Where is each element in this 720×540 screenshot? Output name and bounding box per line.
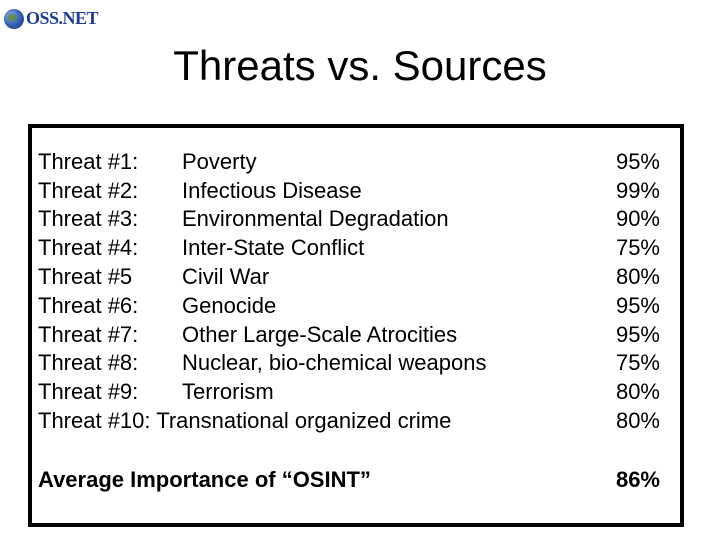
threat-percent: 75% [615, 235, 660, 260]
average-row: Average Importance of “OSINT” 86% [38, 465, 668, 494]
threat-name: Environmental Degradation [182, 206, 449, 231]
threat-row: Threat #6: Genocide 95% [38, 291, 668, 320]
threat-name: Inter-State Conflict [182, 235, 365, 260]
average-label: Average Importance of “OSINT” [38, 467, 371, 492]
threat-percent: 75% [615, 350, 660, 375]
threat-label: Threat #5 [38, 264, 133, 289]
threat-label: Threat #10: Transnational organized crim… [38, 408, 452, 433]
threat-percent: 80% [615, 264, 660, 289]
threat-name: Infectious Disease [182, 178, 362, 203]
page-title: Threats vs. Sources [173, 42, 547, 89]
threat-label: Threat #1: [38, 149, 139, 174]
threat-row: Threat #7: Other Large-Scale Atrocities … [38, 320, 668, 349]
threat-percent: 90% [615, 206, 660, 231]
threat-label: Threat #9: [38, 379, 139, 404]
threat-name: Nuclear, bio-chemical weapons [182, 350, 487, 375]
threat-label: Threat #7: [38, 322, 139, 347]
threat-percent: 95% [615, 149, 660, 174]
oss-net-logo: OSS.NET [4, 8, 99, 29]
threat-label: Threat #6: [38, 293, 139, 318]
globe-icon [4, 8, 24, 29]
threats-box [28, 124, 684, 527]
threat-row: Threat #10: Transnational organized crim… [38, 406, 668, 435]
threat-row: Threat #2: Infectious Disease 99% [38, 176, 668, 205]
threat-name: Civil War [182, 264, 270, 289]
threat-label: Threat #2: [38, 178, 139, 203]
threat-label: Threat #3: [38, 206, 139, 231]
threat-row: Threat #4: Inter-State Conflict 75% [38, 233, 668, 262]
threat-percent: 95% [615, 293, 660, 318]
threat-label: Threat #4: [38, 235, 139, 260]
logo-text: OSS.NET [26, 8, 99, 28]
threat-name: Genocide [182, 293, 277, 318]
threat-name: Terrorism [182, 379, 274, 404]
threat-row: Threat #3: Environmental Degradation 90% [38, 204, 668, 233]
threat-name: Other Large-Scale Atrocities [182, 322, 458, 347]
threat-percent: 95% [615, 322, 660, 347]
threat-row: Threat #8: Nuclear, bio-chemical weapons… [38, 348, 668, 377]
threat-row: Threat #1: Poverty 95% [38, 147, 668, 176]
threat-row: Threat #5 Civil War 80% [38, 262, 668, 291]
threat-label: Threat #8: [38, 350, 139, 375]
threat-percent: 80% [615, 379, 660, 404]
threat-row: Threat #9: Terrorism 80% [38, 377, 668, 406]
threat-name: Poverty [182, 149, 257, 174]
threat-percent: 99% [615, 178, 660, 203]
threat-percent: 80% [615, 408, 660, 433]
average-percent: 86% [615, 467, 660, 492]
